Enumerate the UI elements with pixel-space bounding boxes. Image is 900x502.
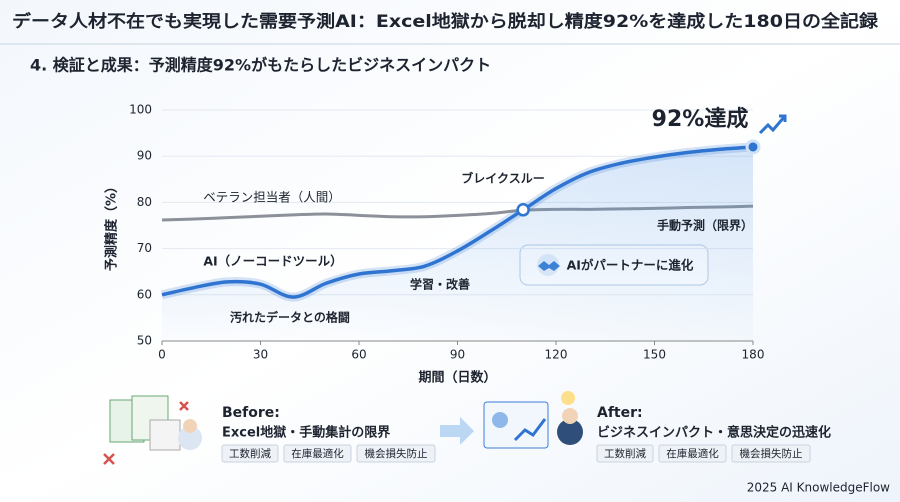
y-tick-label: 100 bbox=[129, 103, 152, 117]
arrow bbox=[440, 417, 474, 445]
trend-icon bbox=[758, 114, 787, 135]
x-axis-label: 期間（日数） bbox=[418, 370, 496, 386]
after-text: ビジネスインパクト・意思決定の迅速化 bbox=[597, 425, 831, 441]
tag-box bbox=[731, 444, 811, 463]
tag: 在庫最適化 bbox=[291, 447, 344, 460]
annotation: 汚れたデータとの格闘 bbox=[230, 310, 350, 325]
dashboard-icon bbox=[483, 391, 583, 449]
tag: 機会損失防止 bbox=[740, 447, 803, 460]
y-tick-label: 90 bbox=[137, 149, 152, 163]
breakthrough-point bbox=[516, 203, 530, 217]
tag: 工数削減 bbox=[229, 447, 271, 460]
tag: 工数削減 bbox=[604, 447, 646, 460]
excel-icon bbox=[103, 395, 202, 465]
annotation: 手動予測（限界） bbox=[657, 218, 753, 233]
series-label: AI（ノーコードツール） bbox=[203, 254, 342, 269]
annotation: ブレイクスルー bbox=[461, 171, 544, 186]
tag: 機会損失防止 bbox=[365, 447, 428, 460]
tag-box bbox=[221, 444, 279, 463]
tag-box bbox=[356, 444, 436, 463]
annotation: AIがパートナーに進化 bbox=[567, 258, 694, 273]
after-heading: After: bbox=[597, 405, 643, 421]
y-tick-label: 60 bbox=[137, 287, 152, 301]
y-tick-label: 80 bbox=[137, 195, 152, 209]
annotation: 学習・改善 bbox=[410, 277, 470, 292]
before-text: Excel地獄・手動集計の限界 bbox=[222, 425, 390, 441]
x-tick-label: 0 bbox=[158, 348, 166, 362]
title: データ人材不在でも実現した需要予測AI：Excel地獄から脱却し精度92%を達成… bbox=[12, 11, 879, 32]
tag-box bbox=[658, 444, 727, 463]
tag-box bbox=[596, 444, 654, 463]
tag: 在庫最適化 bbox=[666, 447, 719, 460]
y-tick-label: 70 bbox=[137, 241, 152, 255]
tag-box bbox=[283, 444, 352, 463]
annotation: 92%達成 bbox=[652, 106, 749, 132]
y-tick-label: 50 bbox=[137, 334, 152, 348]
series-label: ベテラン担当者（人間） bbox=[203, 190, 341, 205]
end-point bbox=[745, 139, 761, 155]
before-heading: Before: bbox=[222, 405, 280, 421]
x-tick-label: 30 bbox=[253, 348, 268, 362]
y-axis-label: 予測精度（%） bbox=[104, 180, 120, 271]
x-tick-label: 120 bbox=[545, 348, 568, 362]
x-tick-label: 150 bbox=[643, 348, 666, 362]
x-tick-label: 60 bbox=[351, 348, 366, 362]
subtitle: 4. 検証と成果：予測精度92%がもたらしたビジネスインパクト bbox=[30, 56, 491, 75]
x-tick-label: 90 bbox=[450, 348, 465, 362]
x-tick-label: 180 bbox=[742, 348, 765, 362]
series-line bbox=[161, 145, 754, 299]
footer: 2025 AI KnowledgeFlow bbox=[747, 481, 890, 495]
